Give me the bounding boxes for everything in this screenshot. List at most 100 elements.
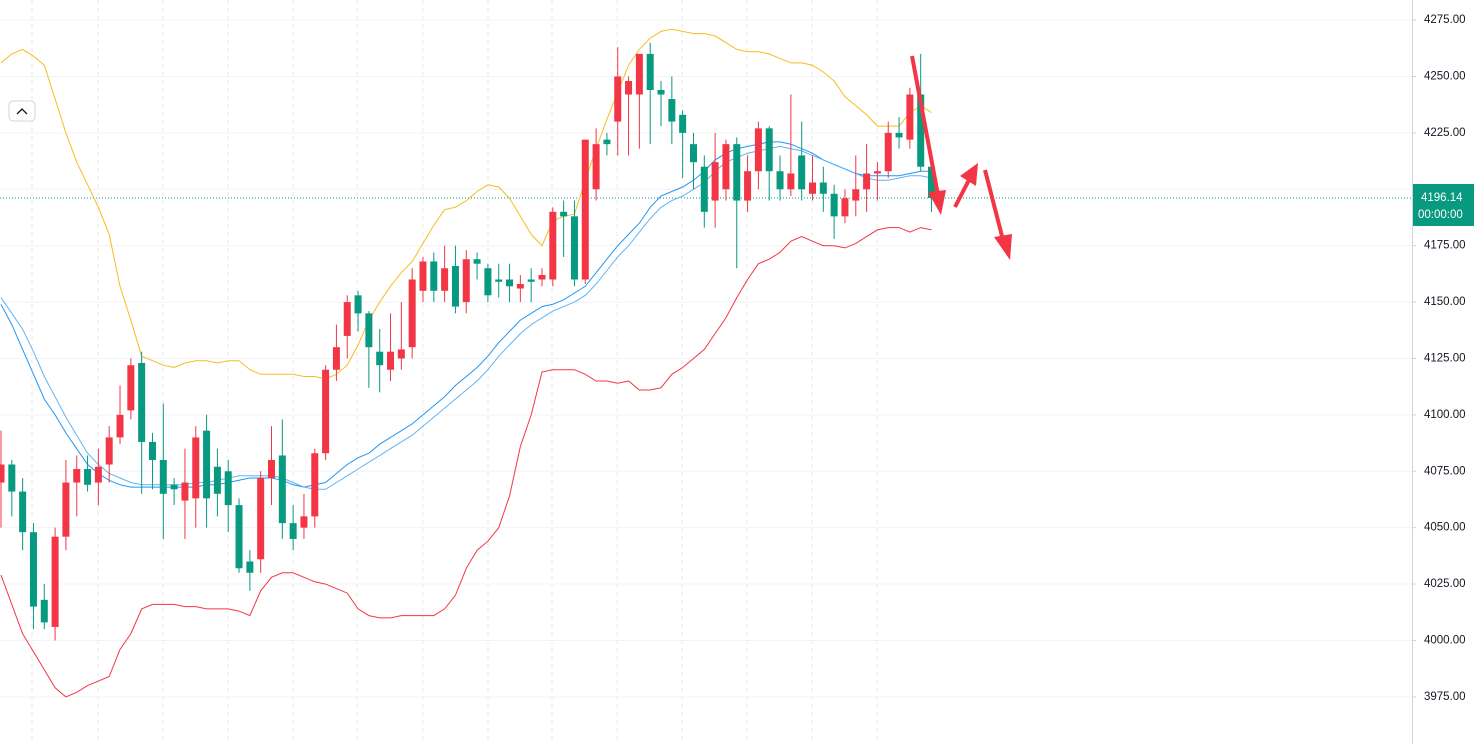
candle-body [744,171,752,201]
indicators [0,28,932,698]
candle-body [246,561,254,573]
candle-body [462,259,470,303]
candle-body [105,437,113,465]
candle-body [192,437,200,499]
candle-body [538,274,546,280]
candle-body [657,90,665,95]
candle-body [40,599,48,623]
candle-body [700,166,708,212]
candle-body [408,279,416,348]
y-tick-label: 4000.00 [1424,634,1466,646]
candle-body [592,144,600,190]
y-tick-label: 4100.00 [1424,409,1466,421]
candle-body [560,211,568,217]
candle-body [625,80,633,95]
last-price-label: 4196.14 [1421,192,1463,204]
candle-body [635,53,643,95]
candle-body [268,459,275,479]
candle-body [506,279,514,287]
candle-body [798,155,806,190]
candle-body [387,351,395,370]
vertical-grid [31,0,878,744]
candle-body [603,139,611,145]
countdown-label: 00:00:00 [1418,209,1463,221]
candle-body [289,523,297,539]
y-tick-label: 4175.00 [1424,240,1466,252]
y-tick-label: 4225.00 [1424,127,1466,139]
candle-body [257,478,265,560]
candle-body [397,349,405,359]
candle-body [776,171,784,190]
candle-body [376,351,384,366]
candle-body [430,261,438,291]
candle-body [765,128,773,172]
arrow-shaft [953,177,972,208]
candle-body [170,484,178,490]
candle-body [235,505,243,569]
y-tick-label: 4275.00 [1424,14,1466,26]
indicator-line [0,28,932,380]
candle-body [0,464,5,483]
candle-body [473,259,481,264]
y-tick-label: 4075.00 [1424,465,1466,477]
candle-body [73,469,81,483]
candle-body [159,459,167,494]
last-price-box: 4196.14 00:00:00 [1413,183,1474,226]
candle-body [841,198,849,217]
candle-body [495,279,503,282]
horizontal-grid [0,19,1412,698]
candle-body [819,182,827,194]
candle-body [181,482,189,501]
candle-body [668,99,676,122]
candle-body [311,453,319,517]
candle-body [787,173,795,190]
candle-body [928,166,936,198]
candle-body [8,464,16,492]
candle-body [203,430,211,499]
y-tick-label: 4150.00 [1424,296,1466,308]
arrow-head [928,190,946,215]
price-axis [1412,0,1474,744]
candle-body [343,302,351,336]
candle-body [62,482,70,537]
collapse-icon[interactable] [16,108,28,115]
candle-body [94,466,102,483]
candle-body [917,94,925,167]
candles [0,42,936,641]
indicator-line [0,141,932,488]
candle-body [322,369,330,454]
candle-body [365,313,373,348]
candle-body [516,284,524,289]
candle-body [354,295,362,314]
candle-body [127,365,135,411]
candle-body [733,144,741,201]
candle-body [873,171,881,174]
candle-body [148,441,156,460]
candle-body [332,347,340,370]
y-tick-label: 4250.00 [1424,71,1466,83]
candle-body [906,94,914,140]
candle-body [138,362,146,442]
candle-body [679,114,687,133]
candle-body [711,162,719,201]
candle-body [451,265,459,307]
candle-body [852,189,860,201]
y-tick-label: 3975.00 [1424,691,1466,703]
candle-body [441,268,449,291]
candle-body [754,128,762,172]
candle-body [895,132,903,138]
candle-body [278,455,286,524]
candle-body [809,182,816,194]
candle-body [570,216,578,280]
annotations [910,55,1012,260]
candle-body [224,471,232,506]
candle-body [830,193,838,217]
y-tick-label: 4025.00 [1424,578,1466,590]
candle-body [581,139,589,280]
candle-body [51,536,59,627]
collapse-button[interactable] [8,100,36,122]
y-tick-label: 4125.00 [1424,352,1466,364]
collapse-button-frame[interactable] [8,100,36,122]
